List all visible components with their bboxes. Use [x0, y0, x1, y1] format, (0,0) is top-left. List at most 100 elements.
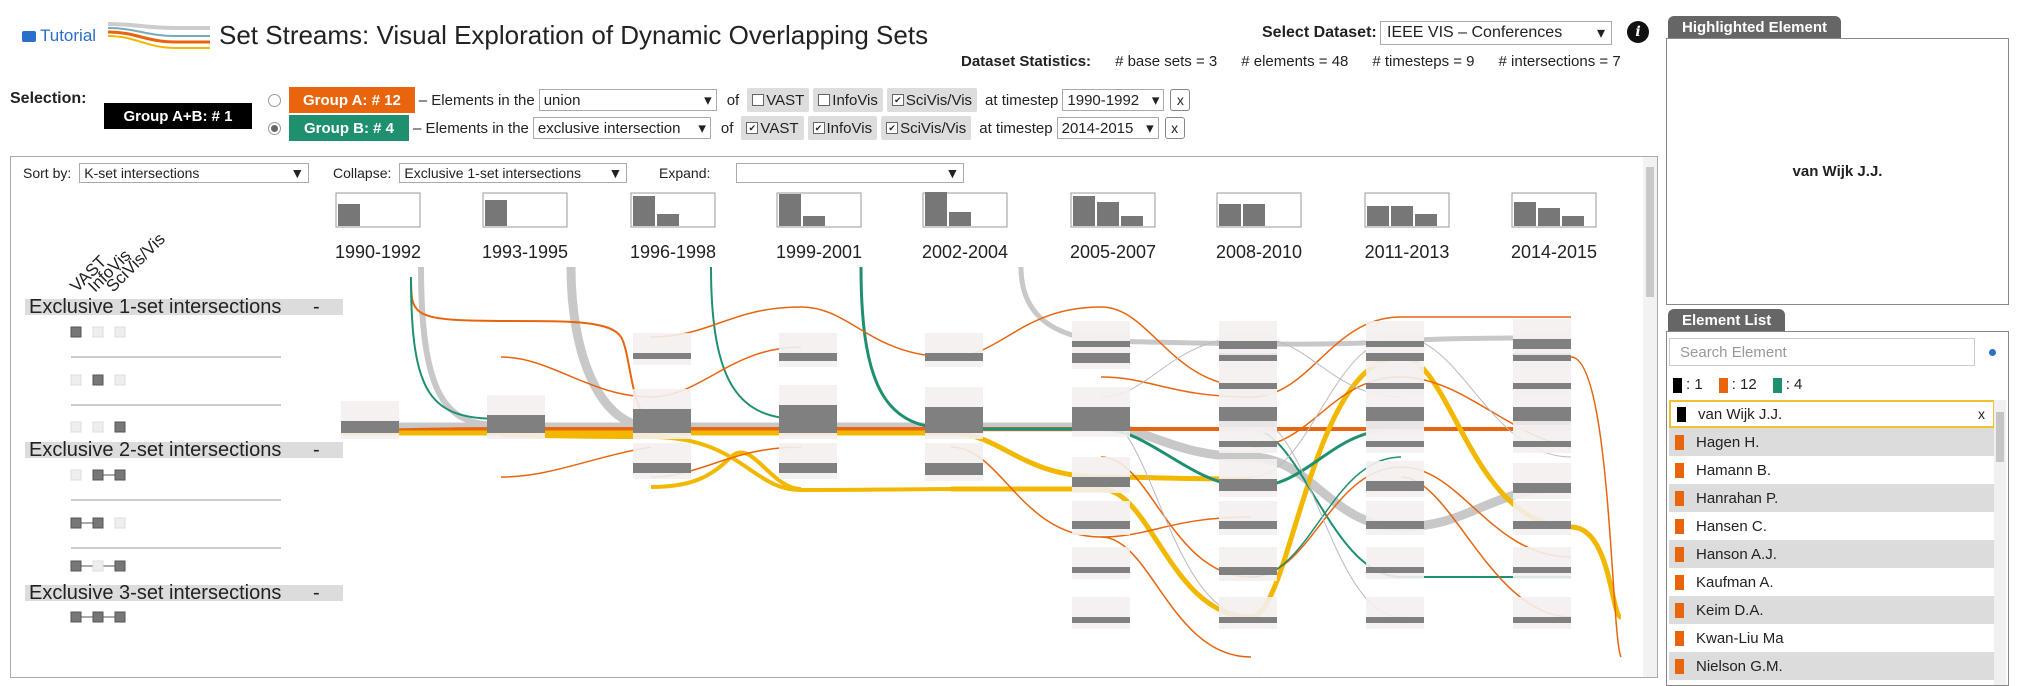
intersection-node[interactable]: [1513, 521, 1571, 529]
intersection-node[interactable]: [1219, 441, 1277, 447]
expand-select[interactable]: ▼: [736, 163, 965, 183]
list-item[interactable]: Hamann B.: [1669, 456, 1995, 484]
group-a-timestep-select[interactable]: 1990-1992 ▾: [1062, 89, 1165, 111]
intersection-node[interactable]: [1513, 441, 1571, 447]
histogram-bar: [1514, 202, 1536, 226]
intersection-node[interactable]: [1366, 617, 1424, 623]
group-a-mode-select[interactable]: union ▾: [538, 89, 717, 111]
intersection-node[interactable]: [633, 409, 691, 433]
search-input[interactable]: Search Element: [1669, 338, 1975, 366]
tutorial-link[interactable]: Tutorial: [22, 26, 96, 46]
group-color-swatch: [1675, 462, 1684, 478]
intersection-node[interactable]: [925, 407, 983, 433]
intersection-node[interactable]: [1513, 407, 1571, 425]
intersection-node[interactable]: [1072, 407, 1130, 431]
sort-label: Sort by:: [23, 165, 72, 181]
list-item[interactable]: Hagen H.: [1669, 428, 1995, 456]
intersection-node[interactable]: [1072, 567, 1130, 573]
list-item[interactable]: Hansen C.: [1669, 512, 1995, 540]
intersection-node[interactable]: [1072, 477, 1130, 487]
intersection-node[interactable]: [925, 463, 983, 475]
checkbox-label: SciVis/Vis: [905, 91, 973, 109]
group-a-close-button[interactable]: x: [1170, 89, 1191, 111]
intersection-node[interactable]: [1072, 341, 1130, 347]
intersection-node[interactable]: [1219, 617, 1277, 623]
intersection-node[interactable]: [1513, 567, 1571, 573]
intersection-node[interactable]: [1072, 353, 1130, 363]
intersection-node[interactable]: [1219, 567, 1277, 575]
dataset-select[interactable]: IEEE VIS – Conferences ▾: [1380, 21, 1612, 45]
intersection-node[interactable]: [925, 353, 983, 361]
group-b-timestep-select[interactable]: 2014-2015 ▾: [1056, 117, 1159, 139]
group-a-button[interactable]: Group A: # 12: [289, 87, 415, 113]
highlighted-element-panel: van Wijk J.J.: [1666, 38, 2009, 305]
intersection-node[interactable]: [1219, 383, 1277, 389]
intersection-node[interactable]: [1366, 441, 1424, 447]
intersection-node[interactable]: [1513, 353, 1571, 361]
group-b-scivis-checkbox[interactable]: ✔ SciVis/Vis: [881, 116, 972, 140]
list-scrollbar[interactable]: [1994, 400, 2006, 685]
group-b-close-button[interactable]: x: [1164, 117, 1185, 139]
info-icon[interactable]: i: [1627, 21, 1649, 43]
intersection-node[interactable]: [779, 463, 837, 473]
group-b-vast-checkbox[interactable]: ✔ VAST: [741, 116, 804, 140]
intersection-node[interactable]: [633, 463, 691, 473]
vertical-scrollbar[interactable]: [1643, 157, 1657, 677]
intersection-node[interactable]: [1072, 521, 1130, 529]
selection-label: Selection:: [10, 90, 87, 107]
intersection-node[interactable]: [1219, 479, 1277, 491]
intersection-node[interactable]: [1219, 353, 1277, 361]
intersection-node[interactable]: [1513, 617, 1571, 623]
intersection-node[interactable]: [1366, 341, 1424, 347]
intersection-node[interactable]: [1513, 383, 1571, 389]
intersection-node[interactable]: [1219, 341, 1277, 349]
group-b-mode-select[interactable]: exclusive intersection ▾: [532, 117, 711, 139]
intersection-node[interactable]: [487, 415, 545, 433]
chevron-down-icon: ▾: [1151, 92, 1160, 109]
list-scroll-thumb[interactable]: [1996, 412, 2004, 462]
remove-element-button[interactable]: x: [1978, 406, 1985, 422]
list-item[interactable]: Kwan-Liu Ma: [1669, 624, 1995, 652]
intersection-node[interactable]: [779, 353, 837, 361]
list-item[interactable]: van Wijk J.J. x: [1669, 400, 1995, 428]
intersection-node[interactable]: [633, 353, 691, 359]
intersection-node[interactable]: [1366, 353, 1424, 361]
group-b-infovis-checkbox[interactable]: ✔ InfoVis: [807, 116, 878, 140]
group-a-infovis-checkbox[interactable]: InfoVis: [813, 88, 883, 112]
list-item[interactable]: Hanrahan P.: [1669, 484, 1995, 512]
intersection-node[interactable]: [1072, 617, 1130, 623]
scroll-thumb[interactable]: [1646, 167, 1654, 297]
intersection-node[interactable]: [1366, 567, 1424, 573]
list-item[interactable]: Nielson G.M.: [1669, 652, 1995, 680]
section-toggle-2[interactable]: -: [313, 439, 320, 461]
intersection-node[interactable]: [1513, 483, 1571, 493]
group-b-radio[interactable]: [268, 121, 281, 135]
intersection-node[interactable]: [1366, 383, 1424, 389]
group-a-timestep-value: 1990-1992: [1067, 91, 1140, 109]
section-title-1: Exclusive 1-set intersections: [29, 296, 281, 318]
intersection-node[interactable]: [779, 405, 837, 433]
legend-swatch: [1673, 377, 1682, 393]
list-item[interactable]: Kaufman A.: [1669, 568, 1995, 596]
list-item[interactable]: Hanson A.J.: [1669, 540, 1995, 568]
group-a-radio[interactable]: [268, 93, 281, 107]
histogram-bar: [1415, 214, 1437, 226]
group-a-scivis-checkbox[interactable]: ✔ SciVis/Vis: [886, 88, 978, 112]
group-ab-button[interactable]: Group A+B: # 1: [104, 103, 252, 129]
list-item[interactable]: Keim D.A.: [1669, 596, 1995, 624]
group-b-button[interactable]: Group B: # 4: [289, 115, 409, 141]
section-toggle-1[interactable]: -: [313, 296, 320, 318]
stat-timesteps: # timesteps = 9: [1372, 53, 1475, 70]
group-b-timestep-value: 2014-2015: [1061, 119, 1134, 137]
timestep-label: 1993-1995: [482, 242, 568, 262]
intersection-node[interactable]: [1219, 521, 1277, 529]
intersection-node[interactable]: [1366, 521, 1424, 529]
intersection-node[interactable]: [1366, 481, 1424, 491]
section-toggle-3[interactable]: -: [313, 582, 320, 604]
group-a-vast-checkbox[interactable]: VAST: [747, 88, 810, 112]
search-dot-icon[interactable]: [1989, 349, 1996, 356]
intersection-node[interactable]: [341, 421, 399, 433]
collapse-select[interactable]: Exclusive 1-set intersections ▼: [399, 163, 628, 183]
sort-select[interactable]: K-set intersections ▼: [79, 163, 310, 183]
intersection-node[interactable]: [1513, 339, 1571, 349]
